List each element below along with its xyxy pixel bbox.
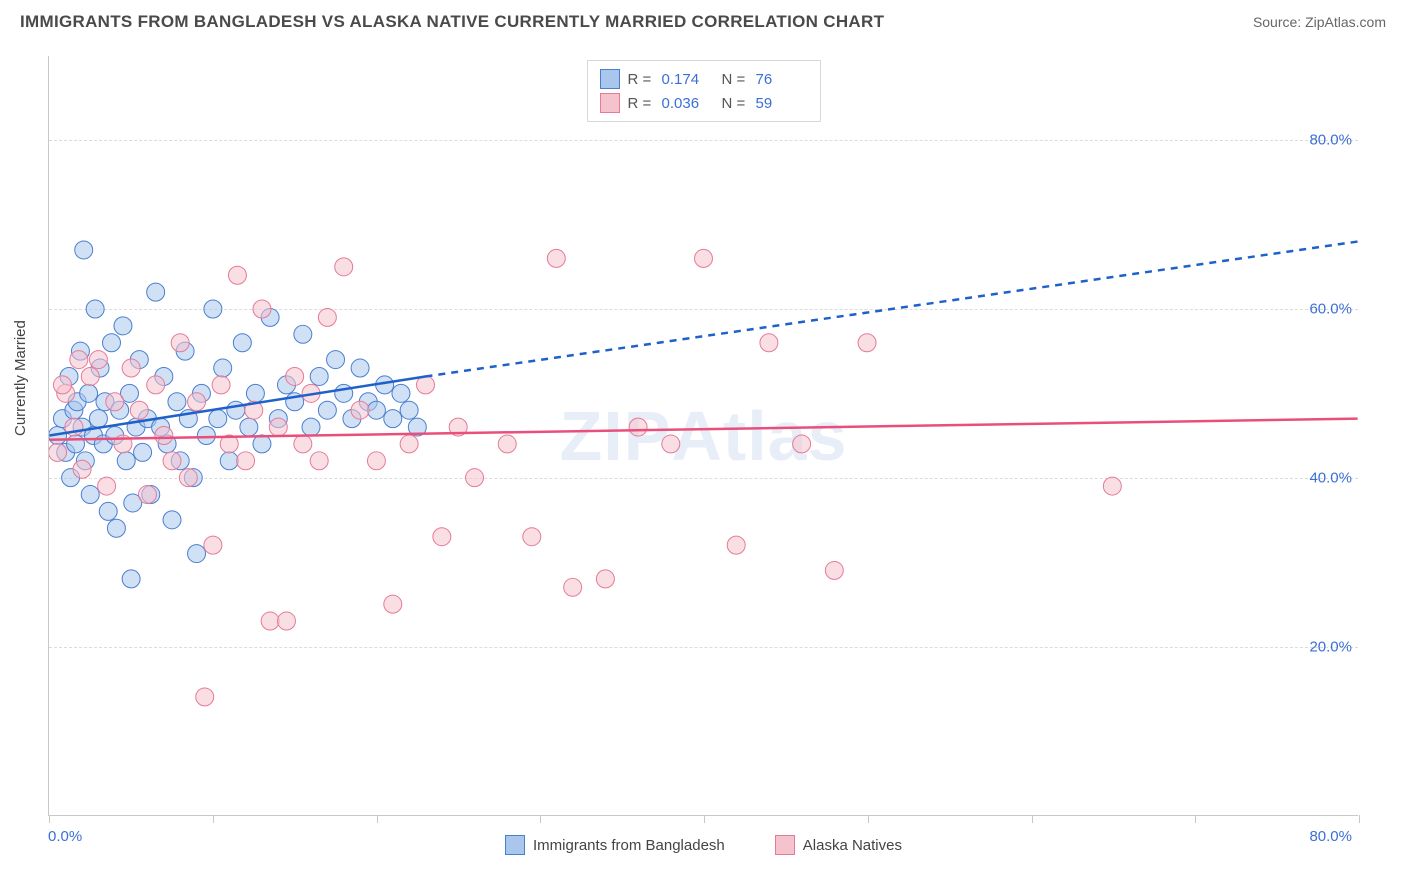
legend-stats-row-1: R = 0.174 N = 76 — [600, 67, 808, 91]
x-tick — [868, 815, 869, 823]
scatter-svg — [49, 56, 1358, 815]
legend-bottom: Immigrants from Bangladesh Alaska Native… — [49, 835, 1358, 855]
legend-stats-box: R = 0.174 N = 76 R = 0.036 N = 59 — [587, 60, 821, 122]
chart-plot-area: ZIPAtlas R = 0.174 N = 76 R = 0.036 N = … — [48, 56, 1358, 816]
legend-swatch-alaska-bottom — [775, 835, 795, 855]
x-axis-max-label: 80.0% — [1309, 828, 1352, 845]
y-axis-title: Currently Married — [12, 320, 29, 436]
legend-swatch-bangladesh — [600, 69, 620, 89]
legend-swatch-alaska — [600, 93, 620, 113]
x-tick — [1032, 815, 1033, 823]
source-link[interactable]: ZipAtlas.com — [1305, 14, 1386, 30]
x-tick — [213, 815, 214, 823]
source-label: Source: ZipAtlas.com — [1253, 14, 1386, 30]
legend-swatch-bangladesh-bottom — [505, 835, 525, 855]
legend-label-alaska: Alaska Natives — [803, 837, 902, 854]
legend-label-bangladesh: Immigrants from Bangladesh — [533, 837, 725, 854]
x-tick — [49, 815, 50, 823]
n-value-alaska: 59 — [756, 95, 808, 112]
n-value-bangladesh: 76 — [756, 71, 808, 88]
chart-title: IMMIGRANTS FROM BANGLADESH VS ALASKA NAT… — [20, 12, 884, 32]
legend-item-bangladesh: Immigrants from Bangladesh — [505, 835, 725, 855]
r-value-bangladesh: 0.174 — [662, 71, 714, 88]
x-tick — [704, 815, 705, 823]
x-axis-min-label: 0.0% — [48, 828, 82, 845]
x-tick — [1195, 815, 1196, 823]
legend-stats-row-2: R = 0.036 N = 59 — [600, 91, 808, 115]
legend-item-alaska: Alaska Natives — [775, 835, 902, 855]
x-tick — [377, 815, 378, 823]
x-tick — [540, 815, 541, 823]
r-value-alaska: 0.036 — [662, 95, 714, 112]
x-tick — [1359, 815, 1360, 823]
